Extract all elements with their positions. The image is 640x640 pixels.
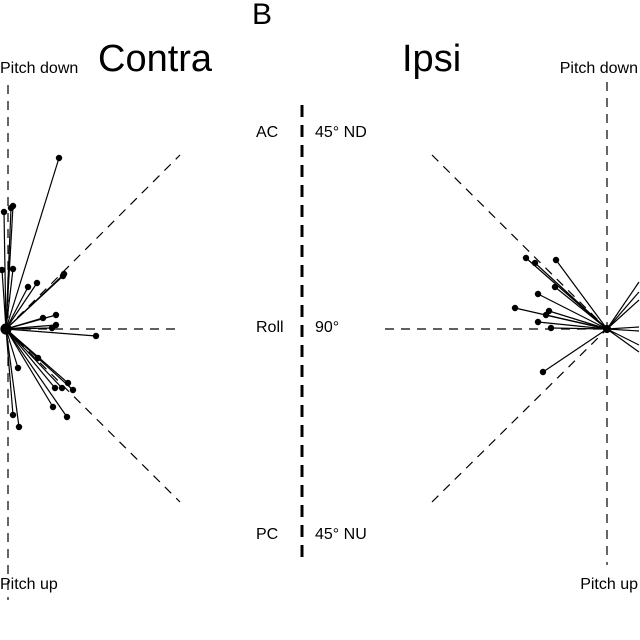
vector-endpoint [551,283,559,291]
right-vector [534,262,608,330]
left-vector [5,207,12,330]
vector-endpoint [92,332,100,340]
vector-endpoint [63,413,71,421]
left-vector [5,328,97,337]
panel-label: B [252,0,273,31]
left-vector [5,328,68,418]
right-vector [606,299,640,330]
vector-endpoint [522,254,530,262]
vector-endpoint [531,259,539,267]
pc-label: PC [256,526,279,543]
right-origin [602,324,612,334]
vector-endpoint [60,270,68,278]
left-vector [1,269,7,330]
vector-endpoint [14,364,22,372]
right-title: Ipsi [402,38,462,80]
left-vector [5,273,65,330]
vector-endpoint [52,311,60,319]
left-vector [5,328,63,389]
vector-endpoint [15,423,23,431]
right-vector [550,327,608,330]
vector-endpoint [539,368,547,376]
right-vector [537,293,608,330]
right-vector [555,259,608,330]
vector-endpoint [51,384,59,392]
vector-endpoint [9,411,17,419]
vector-endpoint [48,324,56,332]
reference-dashed-lines [5,82,608,600]
vector-endpoint [24,283,32,291]
left-vector [5,328,54,408]
vector-endpoint [547,324,555,332]
90-degree-label: 90° [315,319,340,336]
vector-lines [0,154,640,431]
right-vector [606,326,640,330]
vector-endpoint [7,204,15,212]
left-vector [5,328,19,369]
left-pitch-down-label: Pitch down [0,60,79,77]
vector-endpoint [0,208,8,216]
right-vector [545,314,608,330]
left-vector [5,268,14,330]
left-vector [5,157,60,330]
right-pitch-down-label: Pitch down [559,60,638,77]
left-pitch-up-label: Pitch up [0,576,58,593]
right-vector [606,291,640,330]
right-vector [606,328,640,346]
vector-endpoint [511,304,519,312]
vector-endpoint [0,266,6,274]
45-nu-label: 45° NU [315,526,367,543]
left-title: Contra [98,38,213,80]
vector-endpoint [69,386,77,394]
right-lower-diagonal-guide [431,328,608,503]
left-vector [5,282,38,330]
vector-endpoint [542,311,550,319]
right-vector [606,328,640,353]
45-nd-label: 45° ND [315,124,367,141]
right-vector [542,328,608,373]
right-pitch-up-label: Pitch up [580,576,638,593]
right-vector [554,286,608,330]
left-upper-diagonal-guide [5,154,181,330]
vector-endpoint [552,256,560,264]
vector-endpoint [534,318,542,326]
left-vector [5,328,14,416]
vector-endpoint [534,290,542,298]
ac-label: AC [256,124,279,141]
left-vector [5,327,53,330]
left-vector [5,328,74,391]
right-vector [606,281,640,330]
vector-endpoint [58,384,66,392]
right-vector [606,328,640,332]
vector-endpoint [55,154,63,162]
left-lower-diagonal-guide [5,328,181,503]
left-vector [5,328,56,389]
left-origin [0,323,12,335]
vector-endpoint [33,279,41,287]
left-vector [5,286,29,330]
left-vector [5,328,20,428]
right-upper-diagonal-guide [431,154,608,330]
left-vector [5,314,57,330]
vector-endpoint [9,265,17,273]
right-vector [548,310,608,330]
roll-label: Roll [256,319,284,336]
vector-endpoint [49,403,57,411]
right-vector [537,321,608,330]
